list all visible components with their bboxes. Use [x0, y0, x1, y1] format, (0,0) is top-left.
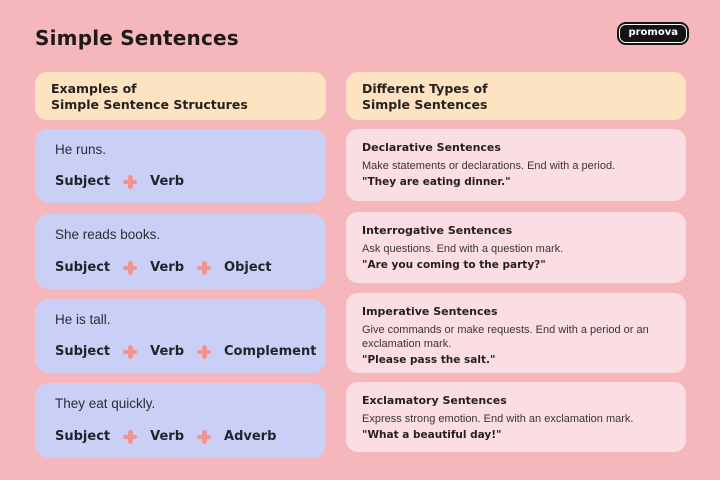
part-label: Verb [150, 429, 185, 444]
part-label: Subject [55, 174, 111, 189]
plus-icon [123, 260, 138, 275]
type-example: "Are you coming to the party?" [362, 259, 546, 271]
type-description: Ask questions. End with a question mark. [362, 243, 564, 255]
type-card-imperative: Imperative Sentences Give commands or ma… [346, 293, 686, 373]
types-column: Different Types of Simple Sentences Decl… [346, 72, 686, 452]
plus-icon [197, 344, 212, 359]
example-sentence: They eat quickly. [55, 396, 156, 411]
type-example: "They are eating dinner." [362, 176, 511, 188]
part-label: Object [224, 260, 272, 275]
type-card-declarative: Declarative Sentences Make statements or… [346, 129, 686, 201]
example-sentence: She reads books. [55, 227, 161, 242]
part-label: Subject [55, 260, 111, 275]
structure-parts: Subject Verb Adverb [55, 429, 306, 444]
structure-parts: Subject Verb Object [55, 260, 306, 275]
structure-parts: Subject Verb Complement [55, 344, 316, 359]
structure-card-subject-verb-adverb: They eat quickly. Subject Verb Adverb [35, 383, 326, 458]
structures-header-line2: Simple Sentence Structures [51, 96, 248, 112]
part-label: Verb [150, 344, 185, 359]
plus-icon [197, 260, 212, 275]
type-title: Interrogative Sentences [362, 224, 513, 237]
type-title: Declarative Sentences [362, 141, 501, 154]
part-label: Subject [55, 344, 111, 359]
types-header: Different Types of Simple Sentences [346, 72, 686, 120]
types-header-line2: Simple Sentences [362, 96, 488, 112]
type-title: Exclamatory Sentences [362, 394, 507, 407]
plus-icon [123, 174, 138, 189]
structures-column: Examples of Simple Sentence Structures H… [35, 72, 326, 458]
type-description: Express strong emotion. End with an excl… [362, 413, 634, 425]
structures-header-line1: Examples of [51, 80, 137, 96]
part-label: Verb [150, 174, 185, 189]
part-label: Subject [55, 429, 111, 444]
types-header-line1: Different Types of [362, 80, 488, 96]
type-card-interrogative: Interrogative Sentences Ask questions. E… [346, 212, 686, 283]
structure-card-subject-verb-object: She reads books. Subject Verb Object [35, 214, 326, 289]
plus-icon [123, 344, 138, 359]
part-label: Verb [150, 260, 185, 275]
structure-card-subject-verb: He runs. Subject Verb [35, 129, 326, 203]
structures-header: Examples of Simple Sentence Structures [35, 72, 326, 120]
type-description: Give commands or make requests. End with… [362, 324, 649, 350]
part-label: Complement [224, 344, 317, 359]
page-title: Simple Sentences [35, 26, 239, 50]
part-label: Adverb [224, 429, 277, 444]
example-sentence: He runs. [55, 142, 107, 157]
promova-logo: promova [619, 24, 687, 43]
structure-card-subject-verb-complement: He is tall. Subject Verb Complement [35, 299, 326, 373]
structure-parts: Subject Verb [55, 174, 306, 189]
example-sentence: He is tall. [55, 312, 111, 327]
type-description: Make statements or declarations. End wit… [362, 160, 616, 172]
plus-icon [197, 429, 212, 444]
type-example: "What a beautiful day!" [362, 429, 502, 441]
plus-icon [123, 429, 138, 444]
type-card-exclamatory: Exclamatory Sentences Express strong emo… [346, 382, 686, 452]
type-title: Imperative Sentences [362, 305, 498, 318]
type-example: "Please pass the salt." [362, 354, 496, 366]
